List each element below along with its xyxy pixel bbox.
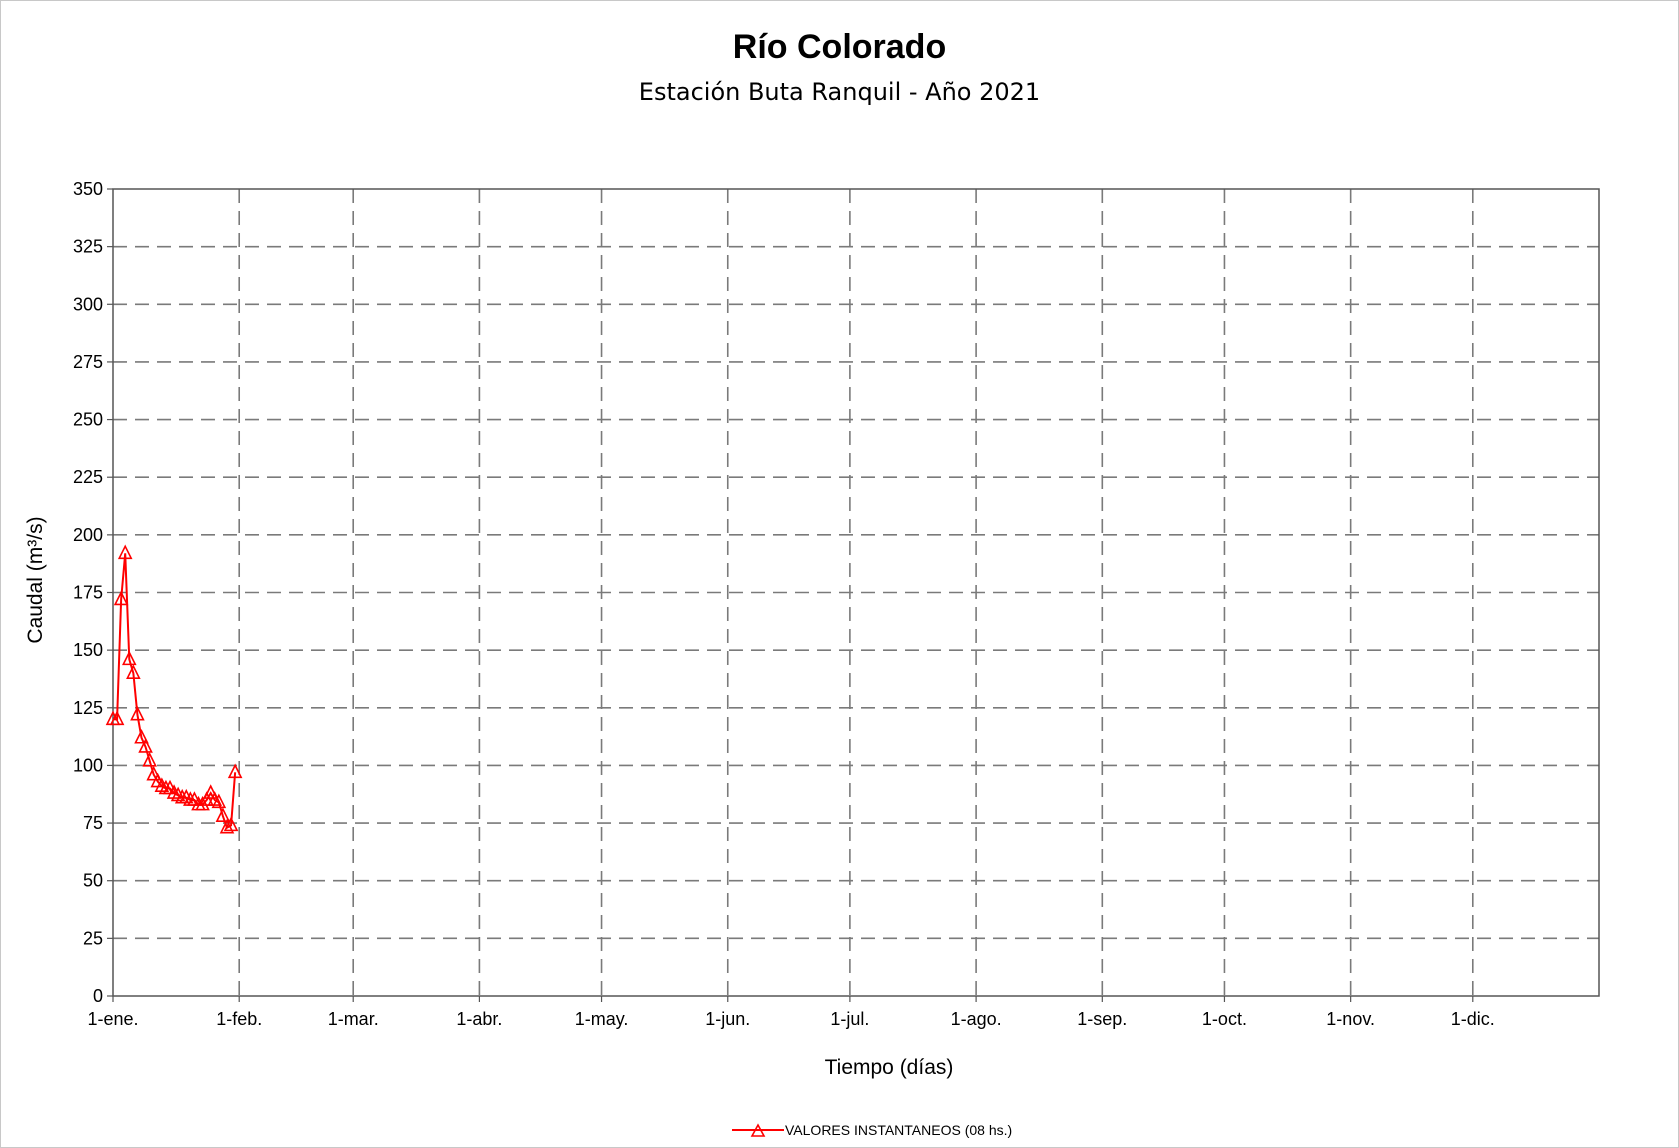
- data-point-marker: [113, 590, 129, 606]
- data-point-marker: [227, 763, 243, 779]
- x-tick-label: 1-ago.: [951, 1009, 1002, 1029]
- data-point-marker: [146, 765, 162, 781]
- x-tick-label: 1-feb.: [216, 1009, 262, 1029]
- x-tick-label: 1-sep.: [1077, 1009, 1127, 1029]
- y-tick-label: 250: [73, 410, 103, 430]
- y-tick-label: 75: [83, 813, 103, 833]
- y-tick-label: 200: [73, 525, 103, 545]
- legend-label: VALORES INSTANTANEOS (08 hs.): [785, 1122, 1012, 1138]
- legend-marker: [750, 1123, 766, 1137]
- y-tick-label: 0: [93, 986, 103, 1006]
- x-tick-label: 1-nov.: [1326, 1009, 1375, 1029]
- data-point-marker: [121, 650, 137, 666]
- data-point-marker: [195, 795, 210, 811]
- data-point-marker: [138, 738, 153, 753]
- chart-subtitle: Estación Buta Ranquil - Año 2021: [638, 78, 1041, 106]
- x-axis: 1-ene. 1-feb. 1-mar. 1-abr. 1-may. 1-jun. 1-ju…: [87, 996, 1495, 1029]
- y-tick-label: 25: [83, 928, 103, 948]
- x-axis-label: Tiempo (días): [825, 1056, 954, 1079]
- data-point-marker: [211, 793, 227, 809]
- grid: [113, 189, 1599, 996]
- data-point-marker: [126, 664, 141, 679]
- data-point-marker: [142, 752, 157, 767]
- data-point-marker: [215, 807, 231, 822]
- data-point-marker: [134, 728, 149, 744]
- y-axis-label: Caudal (m³/s): [24, 516, 47, 643]
- x-tick-label: 1-jun.: [705, 1009, 750, 1029]
- data-point-marker: [219, 818, 235, 834]
- data-point-marker: [203, 784, 219, 799]
- x-tick-label: 1-may.: [575, 1009, 629, 1029]
- y-tick-label: 50: [83, 871, 103, 891]
- y-tick-label: 150: [73, 640, 103, 660]
- x-tick-label: 1-mar.: [328, 1009, 379, 1029]
- x-tick-label: 1-ene.: [87, 1009, 138, 1029]
- data-point-marker: [109, 710, 125, 726]
- data-point-marker: [199, 791, 214, 806]
- x-tick-label: 1-dic.: [1451, 1009, 1495, 1029]
- y-tick-label: 350: [73, 179, 103, 199]
- y-tick-label: 225: [73, 467, 103, 487]
- y-tick-label: 325: [73, 237, 103, 257]
- y-tick-label: 125: [73, 698, 103, 718]
- x-tick-label: 1-abr.: [456, 1009, 502, 1029]
- x-tick-label: 1-oct.: [1202, 1009, 1247, 1029]
- data-point-marker: [130, 705, 145, 721]
- data-point-marker: [223, 816, 239, 832]
- data-point-marker: [117, 544, 133, 560]
- y-tick-label: 275: [73, 352, 103, 372]
- data-series: [105, 544, 243, 834]
- chart-title: Río Colorado: [732, 28, 947, 66]
- x-tick-label: 1-jul.: [830, 1009, 869, 1029]
- legend: VALORES INSTANTANEOS (08 hs.): [732, 1122, 1012, 1138]
- y-tick-label: 100: [73, 755, 103, 775]
- y-tick-label: 175: [73, 583, 103, 603]
- y-tick-label: 300: [73, 294, 103, 314]
- y-axis: 0 25 50 75 100 125 150 175 200 225 250 275 300 325 350: [73, 179, 113, 1006]
